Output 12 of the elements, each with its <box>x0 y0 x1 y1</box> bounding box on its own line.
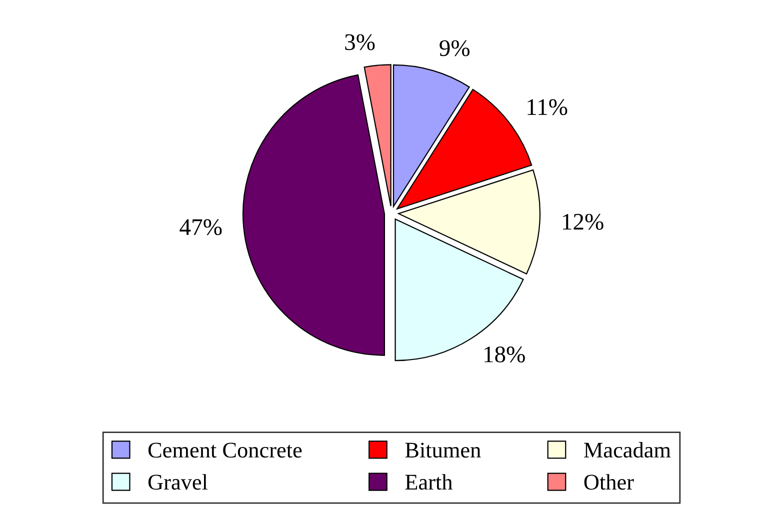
legend-label: Earth <box>405 474 452 490</box>
legend-label: Bitumen <box>405 442 481 458</box>
legend-label: Gravel <box>148 474 208 490</box>
data-label: 3% <box>345 34 375 50</box>
legend-label: Cement Concrete <box>148 442 302 458</box>
legend-label: Other <box>584 474 634 490</box>
data-label: 12% <box>562 214 604 230</box>
data-label: 18% <box>484 346 525 362</box>
data-label: 47% <box>180 219 222 236</box>
legend-label: Macadam <box>584 442 671 458</box>
data-label: 9% <box>440 40 470 56</box>
data-label: 11% <box>528 99 568 116</box>
